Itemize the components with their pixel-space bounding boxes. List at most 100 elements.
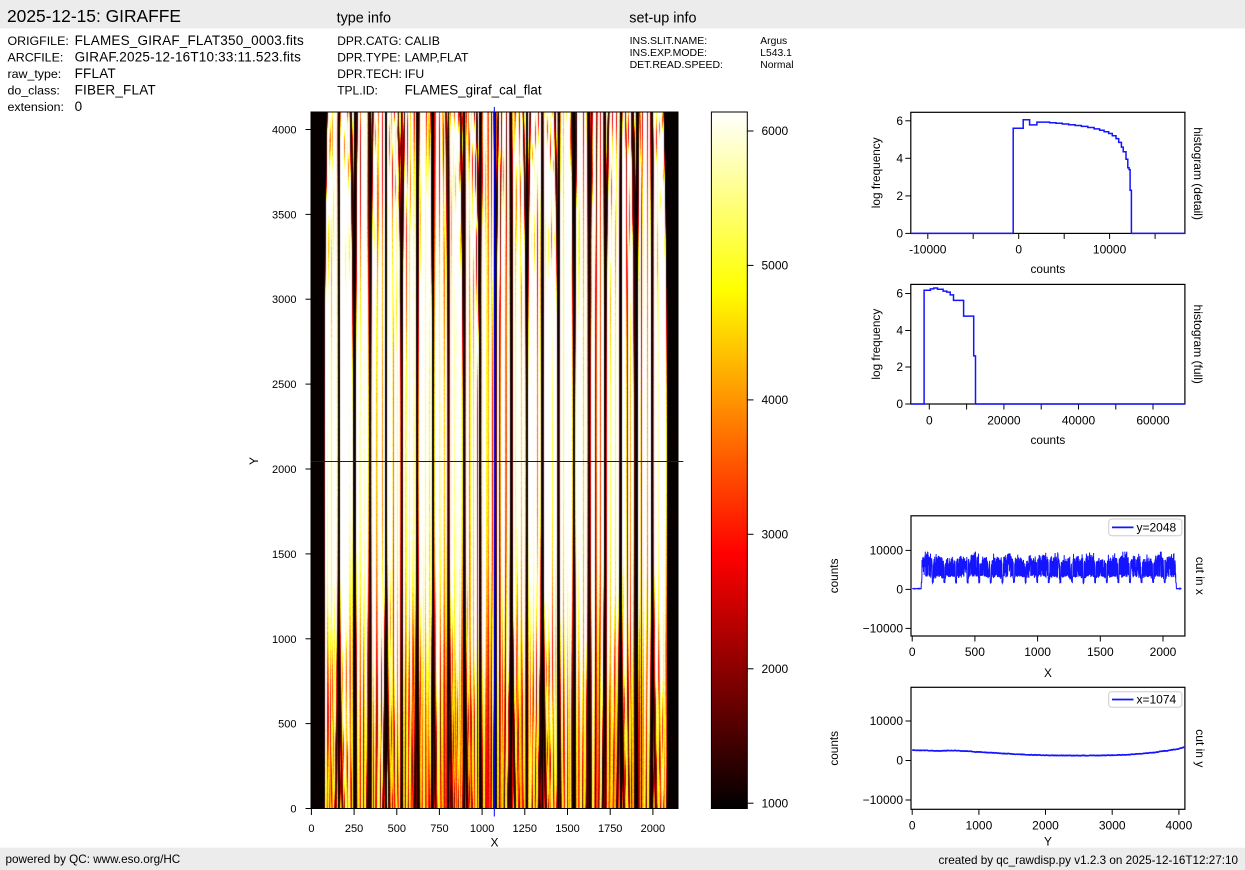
svg-text:X: X [490,836,498,850]
svg-text:6000: 6000 [762,124,789,138]
svg-text:0: 0 [896,397,903,411]
svg-text:GIRAF.2025-12-16T10:33:11.523.: GIRAF.2025-12-16T10:33:11.523.fits [75,49,301,64]
svg-text:counts: counts [1031,433,1066,447]
svg-text:40000: 40000 [1062,414,1096,428]
svg-text:0: 0 [896,754,903,768]
svg-text:FLAMES_giraf_cal_flat: FLAMES_giraf_cal_flat [405,82,542,97]
svg-text:2025-12-15: GIRAFFE: 2025-12-15: GIRAFFE [7,6,181,26]
svg-text:FLAMES_GIRAF_FLAT350_0003.fits: FLAMES_GIRAF_FLAT350_0003.fits [75,33,304,48]
svg-text:0: 0 [896,227,903,241]
svg-text:histogram (full): histogram (full) [1191,305,1205,384]
svg-text:500: 500 [965,645,985,659]
svg-text:1000: 1000 [1024,645,1051,659]
svg-text:500: 500 [278,719,296,731]
svg-text:0: 0 [75,99,83,114]
svg-text:4000: 4000 [272,125,296,137]
svg-text:2500: 2500 [272,379,296,391]
svg-text:ORIGFILE:: ORIGFILE: [8,34,69,48]
svg-text:1500: 1500 [272,549,296,561]
svg-text:3500: 3500 [272,209,296,221]
svg-text:FFLAT: FFLAT [75,66,116,81]
svg-text:10000: 10000 [870,714,904,728]
svg-text:10000: 10000 [1093,243,1127,257]
svg-text:Y: Y [1044,835,1052,849]
svg-text:Normal: Normal [760,60,793,71]
svg-text:0: 0 [308,823,314,835]
svg-text:5000: 5000 [762,259,789,273]
svg-text:2000: 2000 [762,662,789,676]
svg-text:0: 0 [290,804,296,816]
svg-text:TPL.ID:: TPL.ID: [337,83,378,97]
svg-text:L543.1: L543.1 [760,48,792,59]
svg-text:LAMP,FLAT: LAMP,FLAT [405,50,469,64]
svg-text:x=1074: x=1074 [1137,693,1177,707]
svg-text:4000: 4000 [1166,819,1193,833]
svg-text:Argus: Argus [760,36,787,47]
svg-text:cut in x: cut in x [1193,557,1207,595]
svg-text:2000: 2000 [1150,645,1177,659]
svg-text:3000: 3000 [1099,819,1126,833]
svg-text:do_class:: do_class: [8,83,60,97]
svg-text:raw_type:: raw_type: [8,67,62,81]
svg-text:500: 500 [388,823,406,835]
svg-text:0: 0 [896,583,903,597]
svg-text:1250: 1250 [513,823,537,835]
svg-text:counts: counts [827,731,841,766]
svg-text:set-up info: set-up info [629,11,696,27]
svg-text:1500: 1500 [1087,645,1114,659]
svg-text:2000: 2000 [1032,819,1059,833]
svg-text:3000: 3000 [272,294,296,306]
svg-text:1000: 1000 [470,823,494,835]
svg-text:type info: type info [337,11,391,27]
svg-text:DPR.CATG:: DPR.CATG: [337,34,401,48]
svg-text:4000: 4000 [762,393,789,407]
svg-text:INS.SLIT.NAME:: INS.SLIT.NAME: [630,35,708,47]
svg-text:-10000: -10000 [909,243,947,257]
svg-text:1750: 1750 [598,823,622,835]
svg-text:DET.READ.SPEED:: DET.READ.SPEED: [630,59,723,71]
svg-text:2000: 2000 [641,823,665,835]
svg-text:20000: 20000 [987,414,1021,428]
svg-text:log frequency: log frequency [869,309,883,380]
svg-text:CALIB: CALIB [405,34,440,48]
svg-text:IFU: IFU [405,67,425,81]
svg-text:60000: 60000 [1136,414,1170,428]
svg-text:0: 0 [926,414,933,428]
svg-text:3000: 3000 [762,528,789,542]
svg-text:counts: counts [827,558,841,593]
svg-text:extension:: extension: [8,100,64,114]
svg-text:created by qc_rawdisp.py v1.2.: created by qc_rawdisp.py v1.2.3 on 2025-… [938,854,1238,867]
svg-text:1000: 1000 [762,796,789,810]
svg-text:2: 2 [896,360,903,374]
svg-text:y=2048: y=2048 [1137,521,1177,535]
svg-text:−10000: −10000 [863,622,904,636]
svg-text:FIBER_FLAT: FIBER_FLAT [75,82,156,97]
svg-text:6: 6 [896,287,903,301]
svg-text:10000: 10000 [870,544,904,558]
svg-text:powered by QC: www.eso.org/HC: powered by QC: www.eso.org/HC [6,853,181,866]
svg-text:DPR.TECH:: DPR.TECH: [337,67,402,81]
svg-text:2: 2 [896,189,903,203]
svg-text:histogram (detail): histogram (detail) [1191,127,1205,220]
svg-text:4: 4 [896,324,903,338]
svg-text:log frequency: log frequency [869,137,883,208]
svg-text:ARCFILE:: ARCFILE: [8,50,64,64]
svg-text:X: X [1044,666,1052,680]
svg-text:Y: Y [247,457,261,465]
svg-text:4: 4 [896,152,903,166]
svg-text:0: 0 [909,645,916,659]
svg-text:0: 0 [1015,243,1022,257]
svg-text:2000: 2000 [272,464,296,476]
svg-text:1500: 1500 [555,823,579,835]
svg-text:1000: 1000 [272,634,296,646]
svg-text:cut in y: cut in y [1193,729,1207,767]
svg-text:6: 6 [896,114,903,128]
svg-text:0: 0 [909,819,916,833]
svg-text:250: 250 [345,823,363,835]
svg-text:1000: 1000 [966,819,993,833]
svg-text:DPR.TYPE:: DPR.TYPE: [337,50,400,64]
svg-text:750: 750 [430,823,448,835]
svg-text:counts: counts [1031,262,1066,276]
svg-text:−10000: −10000 [863,793,904,807]
svg-text:INS.EXP.MODE:: INS.EXP.MODE: [630,47,707,59]
